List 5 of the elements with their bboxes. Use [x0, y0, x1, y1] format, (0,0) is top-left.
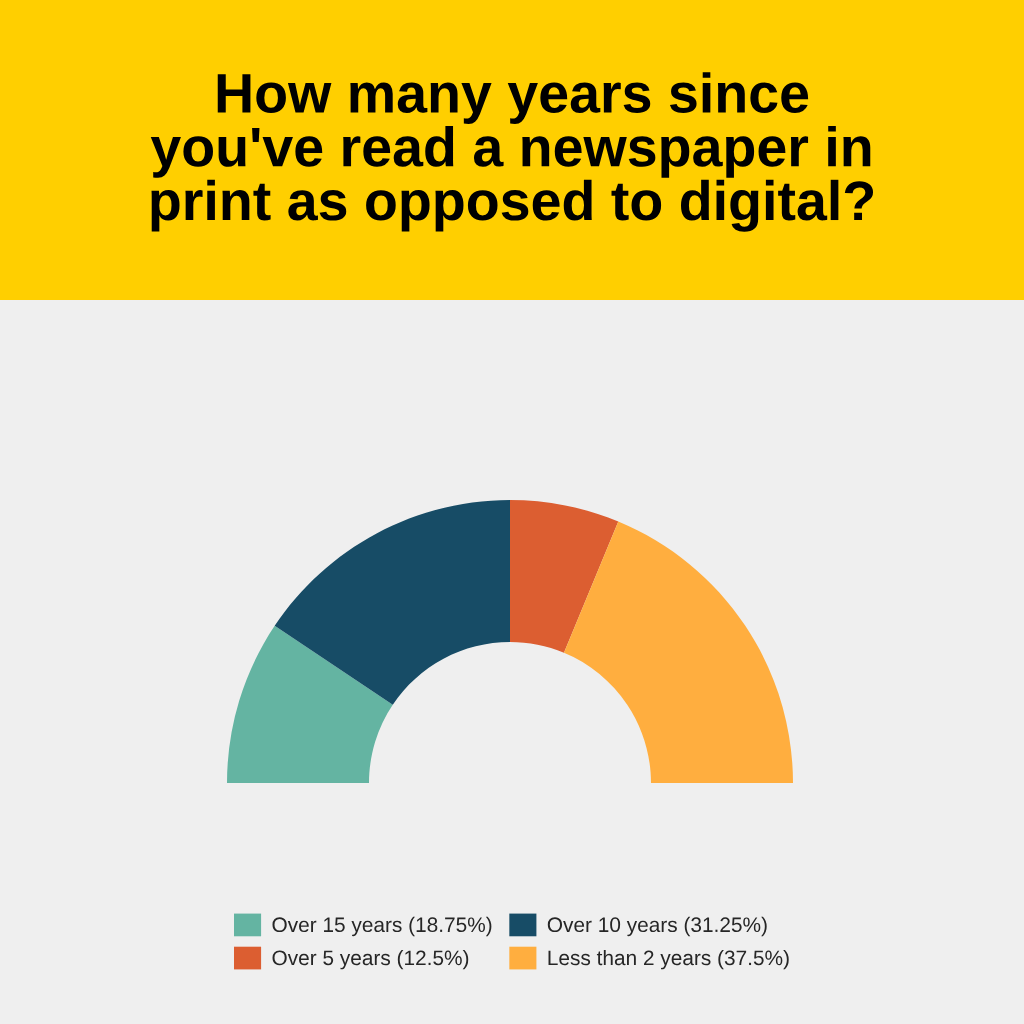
- chart-title: How many years since you've read a newspaper in print as opposed to digital?: [150, 72, 874, 232]
- legend-label: Over 5 years (12.5%): [272, 949, 469, 970]
- legend-label: Less than 2 years (37.5%): [548, 949, 789, 970]
- legend-label: Over 15 years (18.75%): [272, 916, 492, 937]
- legend-label: Over 10 years (31.25%): [547, 916, 767, 937]
